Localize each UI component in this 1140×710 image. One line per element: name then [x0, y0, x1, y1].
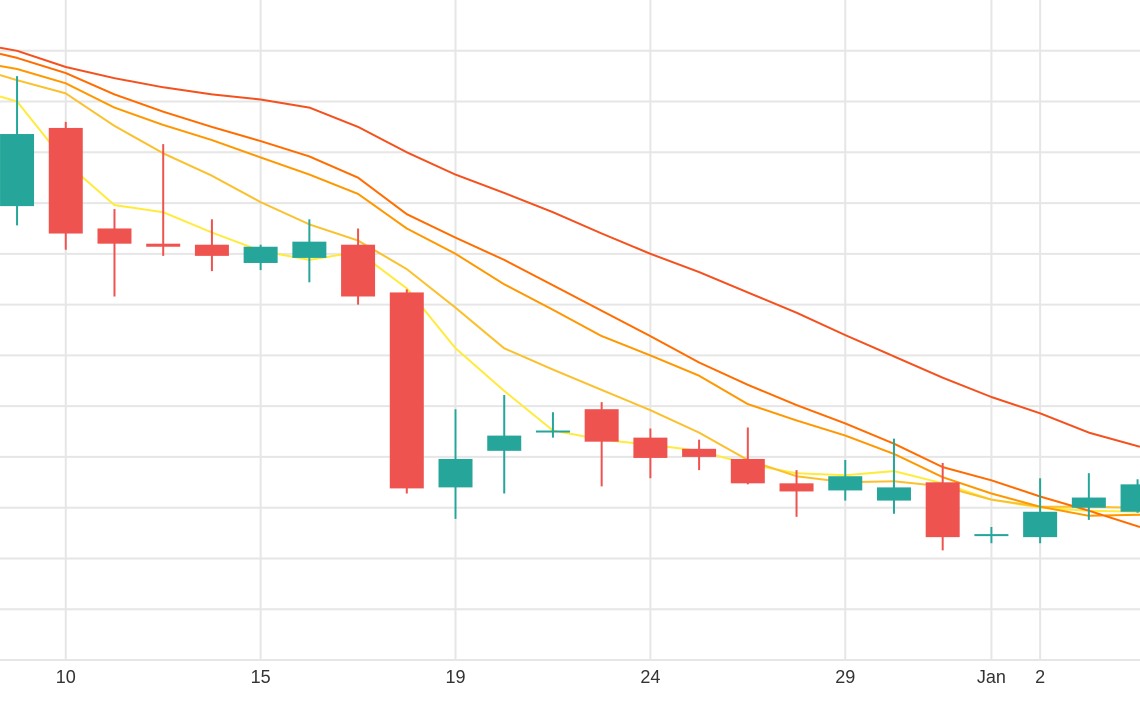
- candles: [0, 76, 1140, 551]
- candle-down: [48, 121, 83, 250]
- candle-up: [292, 219, 327, 283]
- moving-average-lines: [0, 46, 1140, 528]
- x-tick-label: 10: [56, 667, 76, 687]
- candle-body: [243, 246, 278, 263]
- moving-average-line: [0, 65, 1140, 517]
- candle-down: [779, 470, 814, 517]
- candle-body: [146, 243, 181, 247]
- candle-down: [682, 439, 717, 471]
- candle-down: [925, 463, 960, 551]
- candle-up: [243, 244, 278, 271]
- candle-up: [487, 394, 522, 494]
- x-tick-label: 2: [1035, 667, 1045, 687]
- moving-average-line: [0, 74, 1140, 509]
- candle-down: [341, 228, 376, 305]
- x-axis: 10 15 19 24 29 Jan 2: [56, 667, 1045, 687]
- candle-body: [730, 458, 765, 484]
- candle-up: [828, 459, 863, 501]
- candle-up: [1023, 478, 1058, 544]
- candle-up: [974, 526, 1009, 544]
- candle-down: [97, 209, 132, 297]
- candle-up: [438, 409, 473, 519]
- candle-body: [341, 244, 376, 297]
- candle-up: [535, 412, 570, 438]
- candle-body: [292, 241, 327, 258]
- candle-body: [1120, 484, 1140, 512]
- candle-body: [1023, 511, 1058, 538]
- candle-body: [974, 534, 1009, 537]
- candle-body: [438, 458, 473, 488]
- chart-grid: [0, 0, 1140, 661]
- candle-body: [48, 127, 83, 234]
- candle-down: [633, 428, 668, 479]
- x-tick-label: 29: [835, 667, 855, 687]
- candle-down: [584, 402, 619, 487]
- candle-body: [925, 482, 960, 538]
- candle-up: [876, 438, 911, 514]
- candle-body: [584, 409, 619, 442]
- moving-average-line: [0, 46, 1140, 448]
- candle-body: [633, 437, 668, 458]
- candle-down: [146, 144, 181, 256]
- candle-body: [0, 134, 35, 207]
- candle-body: [487, 435, 522, 451]
- candle-down: [389, 289, 424, 494]
- candle-body: [194, 244, 229, 256]
- x-tick-label: 19: [445, 667, 465, 687]
- candle-down: [194, 219, 229, 272]
- candle-body: [828, 476, 863, 491]
- candle-body: [682, 448, 717, 457]
- x-tick-label: 15: [251, 667, 271, 687]
- candle-up: [0, 76, 35, 226]
- candle-body: [535, 430, 570, 433]
- candle-body: [876, 487, 911, 501]
- candle-body: [1071, 497, 1106, 508]
- candle-up: [1071, 473, 1106, 520]
- candle-up: [1120, 479, 1140, 513]
- candle-body: [97, 228, 132, 244]
- x-tick-label: 24: [640, 667, 660, 687]
- candle-body: [779, 483, 814, 492]
- x-tick-label: Jan: [977, 667, 1006, 687]
- candle-body: [389, 292, 424, 489]
- candle-down: [730, 427, 765, 485]
